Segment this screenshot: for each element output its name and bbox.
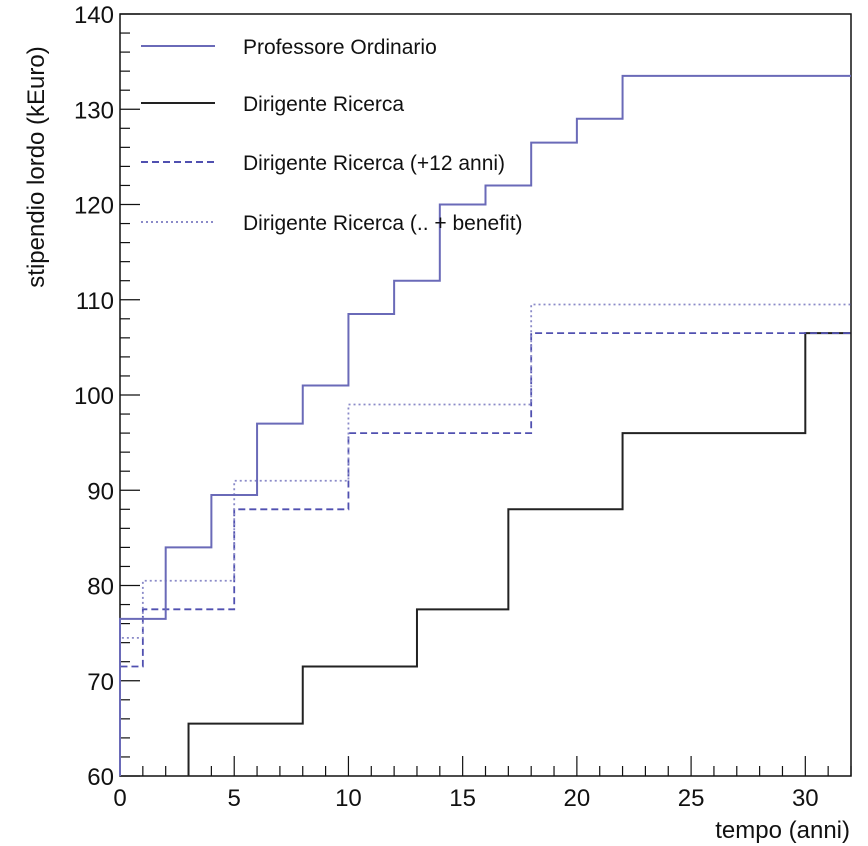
series-line-dirigente-ricerca-12-anni	[119, 332, 851, 776]
series-line-dirigente-ricerca-benefit	[119, 303, 851, 776]
y-tick-label: 90	[87, 478, 114, 505]
series-line-dirigente-ricerca	[187, 332, 851, 776]
x-tick-label: 30	[792, 785, 819, 812]
legend-label: Dirigente Ricerca (+12 anni)	[243, 152, 505, 175]
y-tick-label: 110	[76, 288, 114, 315]
legend-label: Professore Ordinario	[243, 36, 437, 59]
legend-label: Dirigente Ricerca (.. + benefit)	[243, 212, 523, 235]
plot-frame	[119, 13, 852, 777]
y-tick-label: 80	[87, 574, 114, 601]
y-tick-label: 120	[74, 193, 114, 220]
y-tick-label: 100	[74, 383, 114, 410]
x-tick-label: 0	[113, 785, 126, 812]
x-tick-label: 20	[564, 785, 591, 812]
x-tick-label: 10	[335, 785, 362, 812]
x-tick-label: 15	[449, 785, 476, 812]
legend-label: Dirigente Ricerca	[243, 93, 404, 116]
x-axis-title: tempo (anni)	[715, 817, 850, 844]
x-tick-label: 25	[678, 785, 705, 812]
y-tick-label: 130	[74, 97, 114, 124]
y-axis-title: stipendio lordo (kEuro)	[23, 46, 50, 287]
x-tick-label: 5	[228, 785, 241, 812]
y-tick-label: 60	[87, 764, 114, 791]
y-tick-label: 70	[87, 669, 114, 696]
series-line-professore-ordinario	[119, 74, 851, 776]
y-tick-label: 140	[74, 2, 114, 29]
